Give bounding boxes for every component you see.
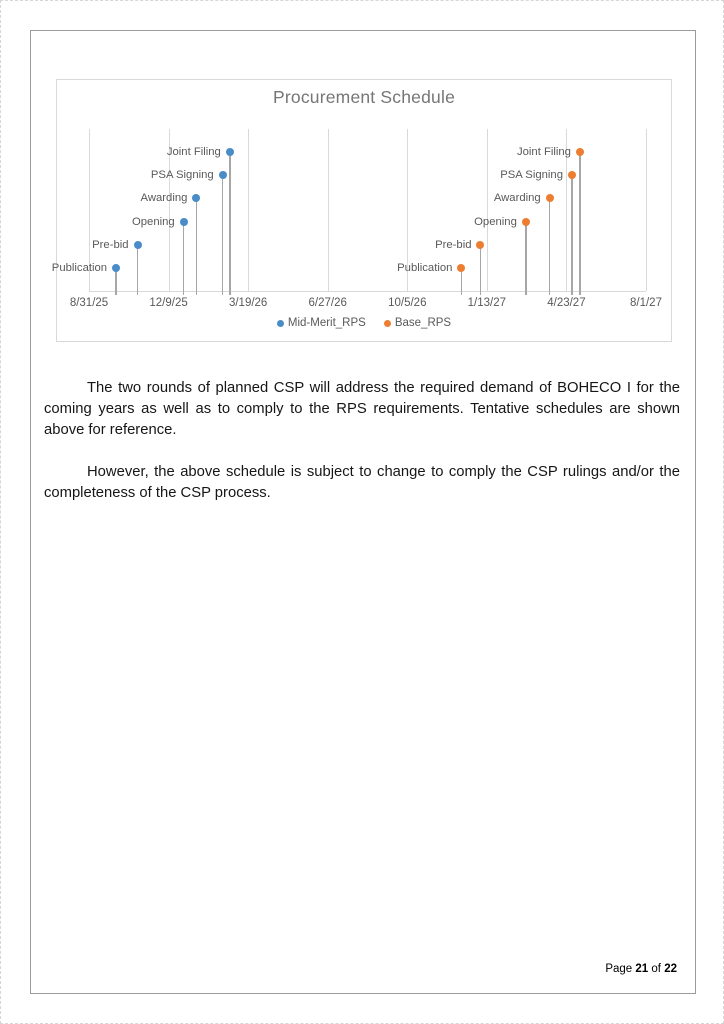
chart-gridline [89, 129, 90, 291]
footer-page-label: Page [605, 963, 633, 975]
milestone-dot [192, 194, 201, 203]
chart-legend: Mid-Merit_RPS Base_RPS [57, 317, 671, 329]
milestone-label: Publication [397, 261, 453, 274]
milestone-label: Opening [474, 215, 517, 228]
chart-title: Procurement Schedule [272, 87, 456, 107]
page-footer: Page 21 of 22 [605, 963, 677, 975]
milestone-dot [179, 217, 188, 226]
procurement-schedule-chart: Procurement Schedule 8/31/25 12/9/25 3/19/… [52, 79, 672, 342]
milestone-dot [545, 194, 554, 203]
chart-gridline [168, 129, 170, 291]
legend-label: Mid-Merit_RPS [287, 317, 366, 329]
milestone-dot [521, 217, 530, 226]
x-axis-tick-label: 6/27/26 [308, 297, 347, 309]
paragraph-csp-rounds: The two rounds of planned CSP will addre… [44, 380, 680, 438]
milestone-dot [133, 240, 142, 249]
chart-gridline [327, 129, 329, 291]
x-axis-tick-label: 3/19/26 [228, 297, 268, 309]
chart-gridline [248, 129, 250, 291]
milestone-dot [218, 171, 227, 180]
chart-gridline [566, 129, 568, 291]
milestone-stem [571, 175, 573, 295]
paragraph-schedule-disclaimer: However, the above schedule is subject t… [44, 464, 680, 501]
milestone-stem [136, 244, 139, 295]
milestone-stem [479, 244, 482, 295]
legend-item: Base_RPS [383, 317, 452, 329]
milestone-stem [115, 267, 117, 295]
legend-label: Base_RPS [394, 317, 452, 329]
legend-dot [383, 319, 391, 327]
milestone-stem [579, 152, 581, 295]
x-axis-tick-label: 1/13/27 [467, 297, 507, 309]
milestone-dot [567, 171, 576, 180]
milestone-stem [182, 221, 185, 295]
milestone-stem [229, 152, 231, 295]
x-axis-tick-label: 10/5/26 [388, 297, 427, 309]
milestone-label: Pre-bid [435, 238, 472, 251]
milestone-label: Awarding [140, 192, 188, 205]
page-border [30, 30, 696, 994]
footer-of-label: of [651, 963, 661, 975]
milestone-dot [457, 263, 466, 272]
x-axis-tick-label: 12/9/25 [149, 297, 188, 309]
milestone-dot [575, 148, 584, 157]
x-axis-tick-label: 4/23/27 [547, 297, 586, 309]
legend-dot [276, 319, 284, 327]
milestone-dot [225, 148, 234, 157]
chart-gridline [407, 129, 409, 291]
milestone-label: PSA Signing [500, 169, 563, 182]
milestone-label: Joint Filing [516, 146, 571, 159]
chart-gridline [646, 129, 647, 291]
milestone-stem [460, 267, 463, 295]
milestone-label: Joint Filing [166, 146, 221, 159]
milestone-dot [476, 240, 485, 249]
milestone-stem [548, 198, 551, 295]
x-axis-tick-label: 8/1/27 [630, 297, 662, 309]
milestone-label: Awarding [493, 192, 541, 205]
x-axis-tick-label: 8/31/25 [69, 297, 109, 309]
footer-total-pages: 22 [664, 963, 677, 975]
milestone-label: PSA Signing [150, 169, 214, 182]
footer-page-number: 21 [635, 963, 649, 975]
chart-gridline [486, 129, 488, 291]
milestone-label: Publication [51, 261, 108, 274]
legend-item: Mid-Merit_RPS [276, 317, 366, 329]
body-text-block: The two rounds of planned CSP will addre… [44, 378, 680, 525]
milestone-stem [221, 175, 224, 295]
x-axis-line [89, 291, 646, 292]
chart-plot-area: 8/31/25 12/9/25 3/19/26 6/27/26 10/5/26 1/13/… [52, 80, 671, 341]
milestone-dot [112, 263, 121, 272]
milestone-stem [525, 221, 527, 295]
milestone-stem [195, 198, 198, 295]
milestone-label: Pre-bid [92, 238, 129, 251]
milestone-label: Opening [131, 215, 175, 228]
